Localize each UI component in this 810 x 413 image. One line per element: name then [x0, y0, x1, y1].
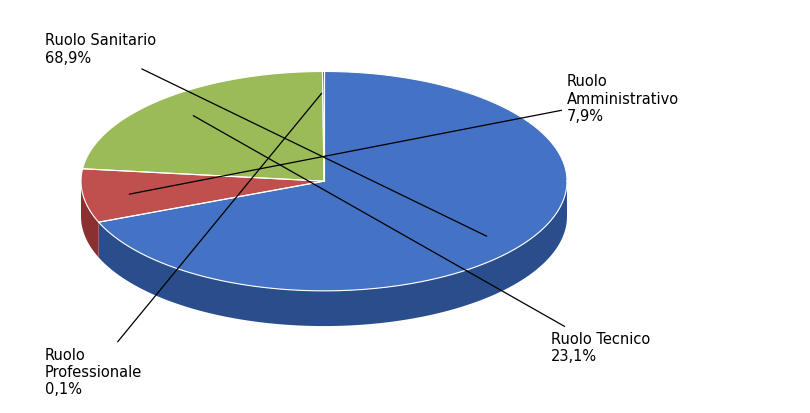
Polygon shape: [322, 72, 324, 182]
Polygon shape: [83, 72, 324, 182]
Polygon shape: [99, 183, 567, 326]
Text: Ruolo
Professionale
0,1%: Ruolo Professionale 0,1%: [45, 94, 322, 396]
Text: Ruolo
Amministrativo
7,9%: Ruolo Amministrativo 7,9%: [130, 74, 679, 195]
Polygon shape: [81, 182, 99, 258]
Polygon shape: [99, 72, 567, 291]
Text: Ruolo Tecnico
23,1%: Ruolo Tecnico 23,1%: [194, 116, 650, 363]
Text: Ruolo Sanitario
68,9%: Ruolo Sanitario 68,9%: [45, 33, 487, 237]
Polygon shape: [81, 169, 324, 223]
